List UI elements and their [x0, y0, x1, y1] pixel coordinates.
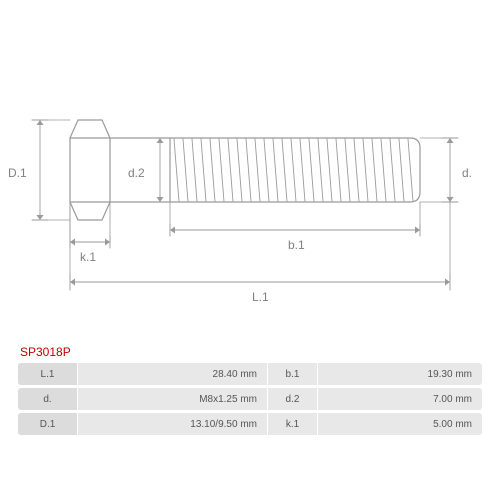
spec-label: d. [18, 388, 78, 410]
spec-label: k.1 [268, 413, 318, 435]
spec-label: D.1 [18, 413, 78, 435]
dimension-label: D.1 [8, 166, 27, 180]
dimension-label: d. [462, 166, 472, 180]
dimension-label: k.1 [80, 250, 96, 264]
bolt-diagram [0, 0, 500, 340]
dimension-label: b.1 [288, 238, 305, 252]
spec-value: 13.10/9.50 mm [78, 413, 268, 435]
spec-value: M8x1.25 mm [78, 388, 268, 410]
spec-table: L.1 28.40 mm b.1 19.30 mm d. M8x1.25 mm … [18, 363, 482, 438]
table-row: d. M8x1.25 mm d.2 7.00 mm [18, 388, 482, 410]
spec-label: b.1 [268, 363, 318, 385]
spec-value: 19.30 mm [318, 363, 482, 385]
dimension-label: L.1 [252, 290, 269, 304]
spec-label: L.1 [18, 363, 78, 385]
spec-value: 5.00 mm [318, 413, 482, 435]
part-number: SP3018P [20, 345, 71, 359]
table-row: D.1 13.10/9.50 mm k.1 5.00 mm [18, 413, 482, 435]
dimension-label: d.2 [128, 166, 145, 180]
spec-value: 28.40 mm [78, 363, 268, 385]
spec-label: d.2 [268, 388, 318, 410]
spec-value: 7.00 mm [318, 388, 482, 410]
table-row: L.1 28.40 mm b.1 19.30 mm [18, 363, 482, 385]
